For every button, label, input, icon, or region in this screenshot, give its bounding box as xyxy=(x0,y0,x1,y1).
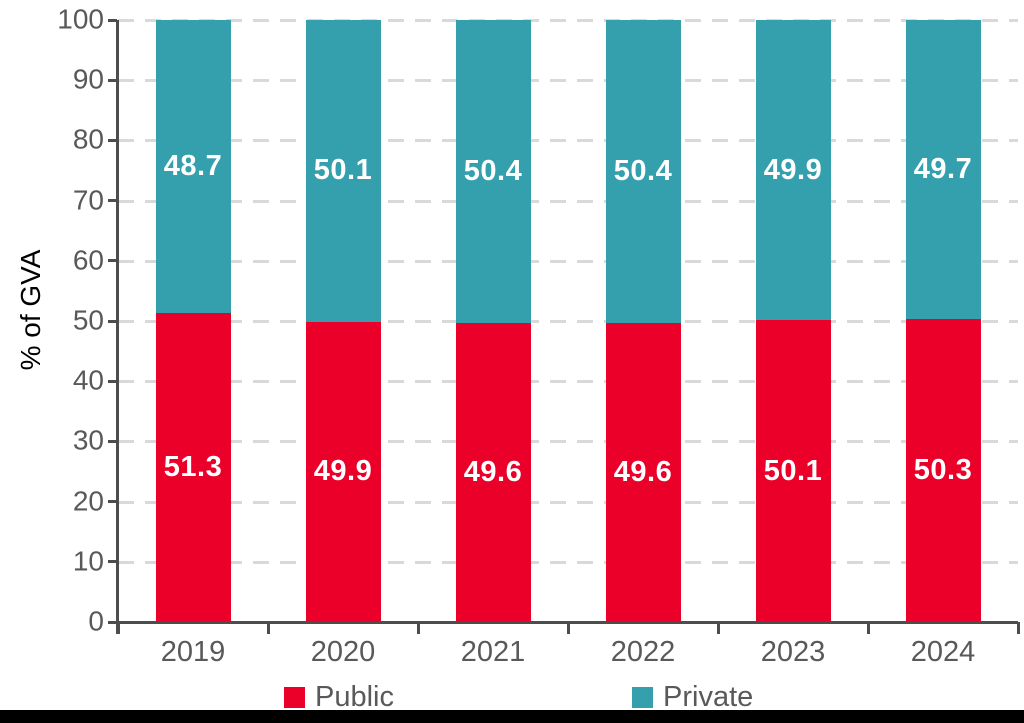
gridline xyxy=(118,79,1018,83)
y-tick-label: 20 xyxy=(72,484,104,516)
y-tick-mark xyxy=(108,199,117,203)
x-tick-label: 2024 xyxy=(910,636,976,668)
bar-segment-private: 50.4 xyxy=(605,20,681,324)
bar-value-label-public: 49.6 xyxy=(613,456,673,489)
y-tick-label: 10 xyxy=(72,545,104,577)
bar-segment-private: 50.4 xyxy=(455,20,531,324)
y-tick-mark xyxy=(108,138,117,142)
gridline xyxy=(118,139,1018,143)
y-tick-mark xyxy=(108,78,117,82)
bar-value-label-public: 51.3 xyxy=(163,451,223,484)
gridline xyxy=(118,500,1018,504)
legend-label-private: Private xyxy=(663,681,754,713)
bar-segment-public: 50.1 xyxy=(755,320,831,622)
legend-item-public: Public xyxy=(284,681,394,714)
bar-value-label-public: 49.6 xyxy=(463,456,523,489)
gridline xyxy=(118,259,1018,263)
y-tick-mark xyxy=(108,319,117,323)
y-tick-mark xyxy=(108,439,117,443)
bar-value-label-private: 49.9 xyxy=(763,153,823,186)
bar-segment-public: 49.9 xyxy=(305,321,381,622)
y-tick-mark xyxy=(108,500,117,504)
x-tick-label: 2021 xyxy=(460,636,526,668)
bar-value-label-private: 50.1 xyxy=(313,154,373,187)
y-tick-label: 30 xyxy=(72,424,104,456)
bar-segment-public: 49.6 xyxy=(455,323,531,622)
x-tick-label: 2019 xyxy=(160,636,226,668)
x-axis-line xyxy=(108,621,1018,624)
bar-segment-private: 48.7 xyxy=(155,20,231,314)
bar-value-label-public: 50.1 xyxy=(763,454,823,487)
bar-segment-private: 50.1 xyxy=(305,20,381,322)
legend-label-public: Public xyxy=(315,681,394,713)
y-tick-label: 60 xyxy=(72,244,104,276)
x-tick-mark xyxy=(716,622,720,634)
x-tick-mark xyxy=(1016,622,1020,634)
legend-swatch-private xyxy=(632,687,653,708)
y-tick-label: 50 xyxy=(72,304,104,336)
x-tick-label: 2022 xyxy=(610,636,676,668)
x-tick-mark xyxy=(266,622,270,634)
bottom-border xyxy=(0,710,1024,723)
y-tick-label: 70 xyxy=(72,183,104,215)
bar-value-label-private: 50.4 xyxy=(463,155,523,188)
x-tick-mark xyxy=(566,622,570,634)
bar-segment-private: 49.7 xyxy=(905,20,981,320)
legend-swatch-public xyxy=(284,687,305,708)
gridline xyxy=(118,320,1018,323)
bar-value-label-private: 50.4 xyxy=(613,155,673,188)
bar-value-label-public: 49.9 xyxy=(313,455,373,488)
y-tick-label: 0 xyxy=(88,605,104,637)
gridline xyxy=(118,560,1018,564)
bar-value-label-private: 48.7 xyxy=(163,150,223,183)
y-tick-label: 80 xyxy=(72,123,104,155)
bar-segment-private: 49.9 xyxy=(755,20,831,321)
x-tick-label: 2023 xyxy=(760,636,826,668)
gridline xyxy=(118,440,1018,444)
y-tick-mark xyxy=(108,560,117,564)
bar-segment-public: 51.3 xyxy=(155,313,231,622)
y-tick-mark xyxy=(108,18,117,22)
x-tick-mark xyxy=(866,622,870,634)
gridline xyxy=(118,19,1018,22)
x-tick-mark xyxy=(116,622,120,634)
x-tick-label: 2020 xyxy=(310,636,376,668)
y-tick-mark xyxy=(108,259,117,263)
y-tick-label: 100 xyxy=(57,3,104,35)
y-tick-label: 90 xyxy=(72,63,104,95)
y-tick-label: 40 xyxy=(72,364,104,396)
bar-value-label-private: 49.7 xyxy=(913,153,973,186)
bar-segment-public: 49.6 xyxy=(605,323,681,622)
gridline xyxy=(118,199,1018,203)
legend-item-private: Private xyxy=(632,681,753,714)
gridline xyxy=(118,380,1018,384)
y-axis-line xyxy=(116,20,119,634)
bar-segment-public: 50.3 xyxy=(905,319,981,622)
y-tick-mark xyxy=(108,379,117,383)
x-tick-mark xyxy=(416,622,420,634)
bar-value-label-public: 50.3 xyxy=(913,454,973,487)
